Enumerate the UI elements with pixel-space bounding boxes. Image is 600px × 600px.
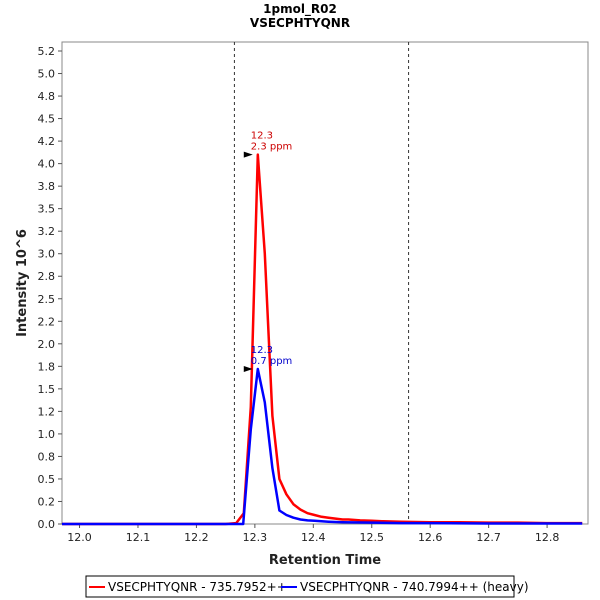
chart-subtitle: VSECPHTYQNR [250,16,350,30]
y-tick-label: 3.0 [38,248,56,261]
series-lines [62,153,583,526]
y-tick-label: 0.0 [38,518,56,531]
y-tick-label: 4.8 [38,90,56,103]
y-tick-label: 4.2 [38,135,56,148]
x-tick-label: 12.6 [418,531,443,544]
x-tick-label: 12.1 [126,531,151,544]
peak-marker [243,151,253,158]
y-tick-label: 1.8 [38,360,56,373]
x-axis-label: Retention Time [269,553,381,568]
peak-annotation-ppm: 0.7 ppm [251,356,293,367]
x-tick-label: 12.8 [535,531,560,544]
y-tick-label: 5.2 [38,45,56,58]
y-tick-label: 3.8 [38,180,56,193]
y-tick-label: 0.5 [38,473,56,486]
peak-annotation-rt: 12.3 [251,131,273,142]
y-tick-label: 2.5 [38,293,56,306]
y-tick-label: 3.5 [38,203,56,216]
peak-annotation-rt: 12.3 [251,345,273,356]
legend-label-light: VSECPHTYQNR - 735.7952++ [108,580,287,594]
y-tick-label: 1.2 [38,405,56,418]
x-tick-label: 12.4 [301,531,326,544]
legend-box [85,575,515,598]
legend-label-heavy: VSECPHTYQNR - 740.7994++ (heavy) [300,580,529,594]
y-tick-label: 4.5 [38,113,56,126]
y-axis-ticks: 0.0 0.2 0.5 0.8 1.0 1.2 1.5 1.8 2.0 2.2 2.5 2.8 3.0 3… [38,45,62,531]
y-tick-label: 2.8 [38,270,56,283]
x-tick-label: 12.3 [243,531,268,544]
legend: VSECPHTYQNR - 735.7952++ VSECPHTYQNR - 7… [85,575,529,598]
y-tick-label: 0.2 [38,495,56,508]
x-axis-ticks: 12.0 12.1 12.2 12.3 12.4 12.5 12.6 12.7 12.8 [67,524,559,544]
peak-boundaries [233,42,410,524]
plot-area [61,41,589,525]
chart-title: 1pmol_R02 [263,2,337,17]
y-tick-label: 3.2 [38,225,56,238]
y-tick-label: 2.0 [38,338,56,351]
y-tick-label: 4.0 [38,158,56,171]
x-tick-label: 12.2 [184,531,209,544]
x-tick-label: 12.7 [476,531,501,544]
series-line-heavy [62,367,583,526]
peak-marker [243,366,253,373]
y-tick-label: 1.5 [38,383,56,396]
y-axis-label: Intensity 10^6 [15,229,30,337]
x-tick-label: 12.0 [67,531,92,544]
x-tick-label: 12.5 [360,531,385,544]
y-tick-label: 1.0 [38,428,56,441]
y-tick-label: 2.2 [38,315,56,328]
y-tick-label: 5.0 [38,68,56,81]
peak-annotation-ppm: 2.3 ppm [251,142,293,153]
y-tick-label: 0.8 [38,450,56,463]
